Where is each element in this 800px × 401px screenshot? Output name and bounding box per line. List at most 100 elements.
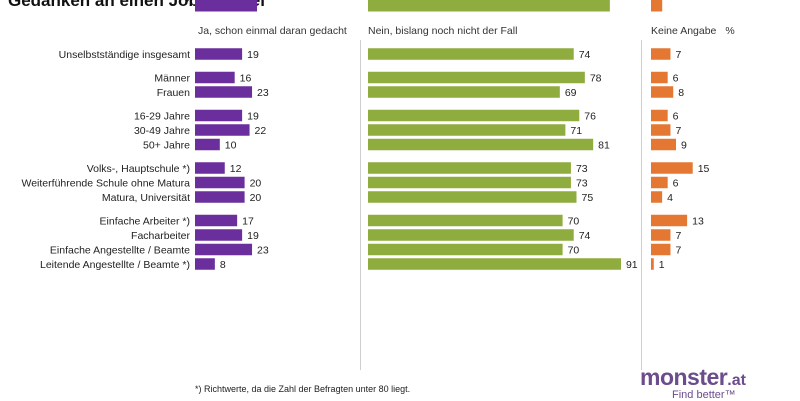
data-label-no: 87 (615, 0, 627, 3)
bar-no (368, 138, 594, 151)
category-label: Männer (154, 72, 190, 84)
data-label-no: 74 (579, 49, 591, 61)
category-label: Volks-, Hauptschule *) (87, 163, 190, 175)
data-label-yes: 20 (250, 192, 262, 204)
data-label-no: 74 (579, 230, 591, 242)
data-label-na: 6 (673, 110, 679, 122)
logo-wordmark: monster (640, 364, 728, 390)
bar-na (651, 124, 671, 136)
bar-no (368, 86, 560, 98)
category-label: Facharbeiter (131, 230, 190, 242)
bar-yes (195, 48, 243, 60)
category-label: Weiterführende Schule ohne Matura (22, 177, 191, 189)
chart-title: Gedanken an einen Jobwechsel (8, 0, 265, 10)
data-label-na: 7 (675, 230, 681, 242)
bar-yes (195, 0, 257, 12)
bar-yes (195, 258, 215, 270)
bar-yes (195, 176, 245, 189)
category-label: Einfache Arbeiter *) (100, 215, 190, 227)
bar-no (368, 124, 566, 136)
bar-no (368, 191, 577, 203)
category-label: Unselbstständige insgesamt (59, 49, 190, 61)
divider-right (641, 40, 642, 370)
bar-yes (195, 124, 250, 136)
bar-na (651, 191, 663, 203)
bar-yes (195, 86, 253, 98)
data-label-yes: 23 (257, 87, 269, 99)
header-unit: % (725, 25, 735, 37)
category-label: Frauen (157, 87, 190, 99)
data-label-no: 73 (576, 163, 588, 175)
bar-na (651, 71, 668, 84)
data-label-yes: 25 (262, 0, 274, 3)
monster-logo: monster.at (640, 364, 746, 391)
bar-yes (195, 138, 220, 151)
bar-no (368, 162, 571, 174)
category-label: Leitende Angestellte / Beamte *) (40, 259, 190, 271)
bar-na (651, 138, 677, 151)
bar-yes (195, 191, 245, 203)
bar-na (651, 86, 674, 98)
bar-na (651, 258, 654, 270)
bar-no (368, 109, 580, 122)
bar-no (368, 243, 563, 256)
category-label: 50+ Jahre (143, 139, 190, 151)
data-label-na: 6 (673, 177, 679, 189)
data-label-yes: 10 (225, 139, 237, 151)
bar-no (368, 214, 563, 227)
data-label-no: 78 (590, 72, 602, 84)
data-label-no: 81 (598, 139, 610, 151)
header-yes: Ja, schon einmal daran gedacht (198, 25, 347, 37)
footnote: *) Richtwerte, da die Zahl der Befragten… (195, 384, 411, 394)
data-label-no: 76 (584, 110, 596, 122)
bar-yes (195, 229, 243, 241)
category-label: Matura, Universität (102, 192, 190, 204)
data-label-yes: 23 (257, 0, 269, 3)
category-label: Einfache Angestellte / Beamte (50, 244, 190, 256)
data-label-yes: 16 (240, 72, 252, 84)
logo-tld: .at (727, 372, 746, 389)
data-label-na: 7 (675, 244, 681, 256)
data-label-no: 70 (568, 244, 580, 256)
bar-na (651, 176, 668, 189)
data-label-na: 3 (664, 0, 670, 3)
data-label-yes: 8 (220, 259, 226, 271)
bar-na (651, 243, 671, 256)
data-label-no: 73 (576, 177, 588, 189)
data-label-yes: 19 (247, 49, 259, 61)
category-label: 16-29 Jahre (134, 110, 190, 122)
bar-yes (195, 243, 253, 256)
header-na: Keine Angabe % (651, 25, 735, 37)
data-label-no: 91 (626, 259, 638, 271)
data-label-na: 7 (675, 125, 681, 137)
data-label-na: 7 (675, 49, 681, 61)
data-label-yes: 17 (242, 215, 254, 227)
data-label-na: 6 (673, 72, 679, 84)
bar-yes (195, 162, 225, 174)
data-label-no: 71 (570, 125, 582, 137)
data-label-yes: 12 (230, 163, 242, 175)
data-label-na: 4 (667, 0, 673, 3)
data-label-na: 4 (667, 192, 673, 204)
bar-na (651, 162, 693, 174)
header-na-label: Keine Angabe (651, 25, 717, 37)
data-label-na: 9 (681, 139, 687, 151)
bar-na (651, 0, 660, 12)
data-label-yes: 23 (257, 244, 269, 256)
bar-na (651, 48, 671, 60)
data-label-na: 8 (678, 87, 684, 99)
bar-no (368, 258, 621, 270)
data-label-na: 4 (667, 0, 673, 3)
category-label: Über 1.000 Mitarbeiter *) (75, 0, 190, 3)
bar-na (651, 214, 688, 227)
data-label-na: 13 (692, 215, 704, 227)
data-label-no: 75 (582, 0, 594, 3)
data-label-yes: 22 (255, 125, 267, 137)
category-label: 30-49 Jahre (134, 125, 190, 137)
bar-na (651, 109, 668, 122)
bar-yes (195, 71, 235, 84)
data-label-yes: 19 (247, 110, 259, 122)
data-label-na: 15 (698, 163, 710, 175)
divider-left (360, 40, 361, 370)
